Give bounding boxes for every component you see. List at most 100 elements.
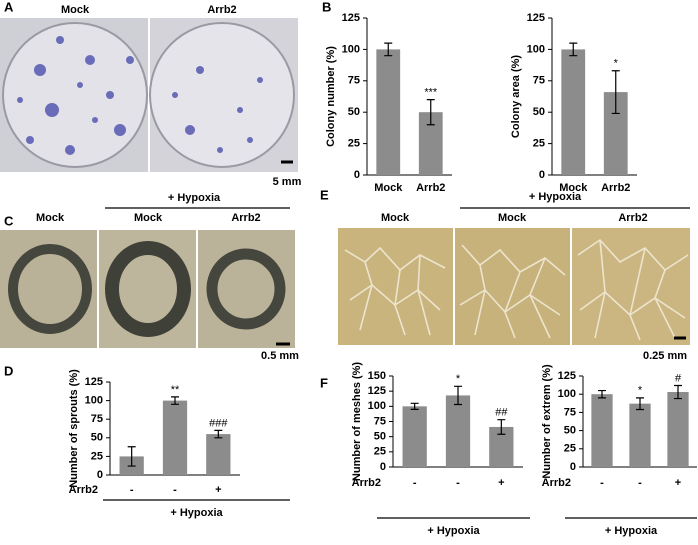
error-bar <box>214 429 223 439</box>
y-tick-label: 25 <box>374 446 386 458</box>
image-label: Arrb2 <box>207 4 236 16</box>
y-tick-label: 50 <box>533 106 545 118</box>
x-tick-label: Arrb2 <box>601 182 630 194</box>
bar <box>629 403 651 467</box>
error-bar <box>127 446 136 467</box>
x-tick-label: + <box>215 484 221 496</box>
group-label: + Hypoxia <box>529 191 582 203</box>
image-label: Mock <box>61 4 90 16</box>
y-tick-label: 50 <box>564 425 576 437</box>
y-tick-label: 125 <box>342 12 360 24</box>
y-tick-label: 25 <box>533 138 545 150</box>
x-tick-label: - <box>413 477 417 489</box>
significance-label: ### <box>209 417 228 429</box>
tube-image <box>338 228 690 345</box>
x-tick-label: Mock <box>374 182 403 194</box>
bar <box>561 49 586 175</box>
bar <box>206 434 231 475</box>
group-label: + Hypoxia <box>427 525 480 537</box>
y-tick-label: 0 <box>570 461 576 473</box>
panel-letter: B <box>322 0 331 14</box>
y-tick-label: 25 <box>348 138 360 150</box>
panel-letter: A <box>4 0 14 14</box>
row-label: Arrb2 <box>352 477 381 489</box>
error-bar <box>636 397 644 411</box>
y-tick-label: 75 <box>564 406 576 418</box>
x-tick-label: - <box>130 484 134 496</box>
panel-letter: E <box>320 187 329 202</box>
error-bar <box>611 70 620 115</box>
bar <box>402 406 427 467</box>
significance-label: ** <box>171 384 180 396</box>
colony-image <box>0 18 298 172</box>
y-tick-label: 50 <box>348 106 360 118</box>
y-tick-label: 0 <box>380 461 386 473</box>
image-label: Arrb2 <box>231 212 260 224</box>
y-tick-label: 125 <box>85 376 103 388</box>
group-label: + Hypoxia <box>170 507 223 519</box>
y-tick-label: 100 <box>85 395 103 407</box>
bar <box>445 395 471 467</box>
significance-label: * <box>456 373 461 385</box>
y-tick-label: 25 <box>91 450 103 462</box>
y-tick-label: 50 <box>374 431 386 443</box>
bar <box>376 49 401 175</box>
y-axis-label: Number of sprouts (%) <box>68 369 80 488</box>
y-axis-label: Colony number (%) <box>325 46 337 147</box>
x-tick-label: - <box>600 477 604 489</box>
y-tick-label: 0 <box>97 469 103 481</box>
scale-bar-label: 0.25 mm <box>643 350 687 362</box>
x-tick-label: - <box>638 477 642 489</box>
image-label: Mock <box>381 212 410 224</box>
y-tick-label: 125 <box>368 385 386 397</box>
x-tick-label: - <box>173 484 177 496</box>
group-label: + Hypoxia <box>168 192 221 204</box>
error-bar <box>426 99 435 126</box>
error-bar <box>171 396 179 405</box>
x-tick-label: - <box>456 477 460 489</box>
image-label: Mock <box>36 212 65 224</box>
y-tick-label: 100 <box>368 400 386 412</box>
y-tick-label: 125 <box>527 12 545 24</box>
error-bar <box>454 385 462 406</box>
panel-letter: C <box>4 213 14 228</box>
y-axis-label: Number of meshes (%) <box>351 362 363 482</box>
bar <box>162 400 188 475</box>
bar <box>418 112 443 175</box>
bar <box>603 92 628 175</box>
x-tick-label: + <box>675 477 681 489</box>
x-tick-label: Arrb2 <box>416 182 445 194</box>
bar <box>667 392 689 467</box>
significance-label: # <box>675 372 682 384</box>
y-tick-label: 50 <box>91 432 103 444</box>
image-label: Mock <box>134 212 163 224</box>
error-bar <box>384 42 393 57</box>
y-tick-label: 100 <box>527 43 545 55</box>
y-tick-label: 25 <box>564 443 576 455</box>
y-axis-label: Number of extrem (%) <box>541 364 553 479</box>
x-tick-label: + <box>498 477 504 489</box>
ring-image <box>0 230 295 348</box>
y-tick-label: 100 <box>558 388 576 400</box>
y-tick-label: 150 <box>368 370 386 382</box>
scale-bar-label: 5 mm <box>273 176 302 188</box>
row-label: Arrb2 <box>69 484 98 496</box>
significance-label: * <box>614 58 619 70</box>
significance-label: *** <box>424 87 438 99</box>
y-tick-label: 0 <box>354 169 360 181</box>
significance-label: * <box>638 385 643 397</box>
scale-bar-label: 0.5 mm <box>261 350 299 362</box>
group-label: + Hypoxia <box>605 525 658 537</box>
y-tick-label: 125 <box>558 370 576 382</box>
row-label: Arrb2 <box>542 477 571 489</box>
bar <box>591 394 613 467</box>
error-bar <box>598 389 606 399</box>
panel-letter: F <box>320 375 328 390</box>
x-tick-label: Mock <box>559 182 588 194</box>
y-tick-label: 75 <box>533 75 545 87</box>
image-label: Mock <box>498 212 527 224</box>
y-axis-label: Colony area (%) <box>510 55 522 138</box>
y-tick-label: 75 <box>91 413 103 425</box>
error-bar <box>410 402 419 410</box>
